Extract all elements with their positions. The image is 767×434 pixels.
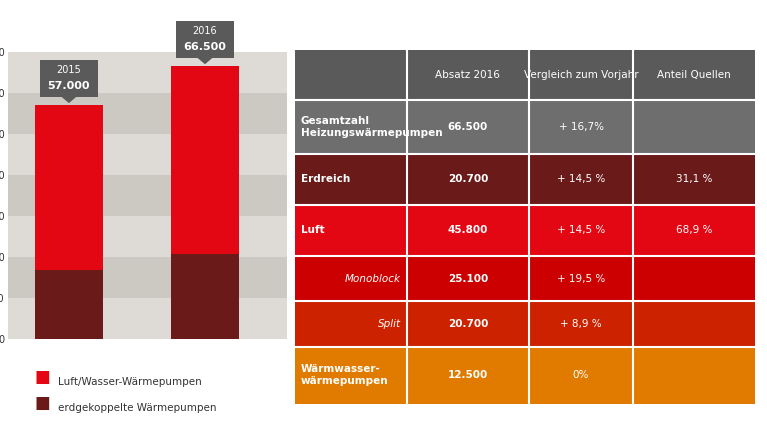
Bar [8,52,287,93]
Text: + 19,5 %: + 19,5 % [557,274,605,284]
Text: + 16,7%: + 16,7% [558,122,604,132]
Bar [171,254,239,339]
Bar [8,175,287,216]
Text: 66.500: 66.500 [448,122,488,132]
Bar [171,66,239,254]
Bar [8,216,287,256]
Text: Anteil Quellen: Anteil Quellen [657,70,731,80]
Bar [8,256,287,298]
Text: ■: ■ [35,368,51,386]
Bar [35,270,103,339]
Text: 57.000: 57.000 [48,81,91,91]
Text: 2015: 2015 [57,65,81,75]
Text: 20.700: 20.700 [448,319,488,329]
Text: Luft/Wasser-Wärmepumpen: Luft/Wasser-Wärmepumpen [58,377,201,387]
Bar [8,93,287,134]
Bar [8,134,287,175]
Text: 2016: 2016 [193,26,217,36]
Text: 25.100: 25.100 [448,274,488,284]
Text: 66.500: 66.500 [183,43,226,53]
Text: + 8,9 %: + 8,9 % [560,319,602,329]
Text: ■: ■ [35,394,51,412]
Text: 68,9 %: 68,9 % [676,225,713,235]
Text: Vergleich zum Vorjahr: Vergleich zum Vorjahr [524,70,638,80]
Text: Luft: Luft [301,225,324,235]
Text: 20.700: 20.700 [448,174,488,184]
Text: Gesamtzahl
Heizungswärmepumpen: Gesamtzahl Heizungswärmepumpen [301,116,443,138]
Text: Split: Split [378,319,401,329]
Text: Erdreich: Erdreich [301,174,350,184]
Text: 45.800: 45.800 [448,225,488,235]
Text: Absatz 2016: Absatz 2016 [436,70,500,80]
Bar [8,298,287,339]
Text: Monoblock: Monoblock [345,274,401,284]
Text: Wärmwasser-
wärmepumpen: Wärmwasser- wärmepumpen [301,365,388,386]
Text: erdgekoppelte Wärmepumpen: erdgekoppelte Wärmepumpen [58,403,216,413]
Text: 31,1 %: 31,1 % [676,174,713,184]
Text: + 14,5 %: + 14,5 % [557,174,605,184]
Text: 0%: 0% [573,370,589,380]
Text: 12.500: 12.500 [448,370,488,380]
Text: + 14,5 %: + 14,5 % [557,225,605,235]
Bar [35,105,103,270]
